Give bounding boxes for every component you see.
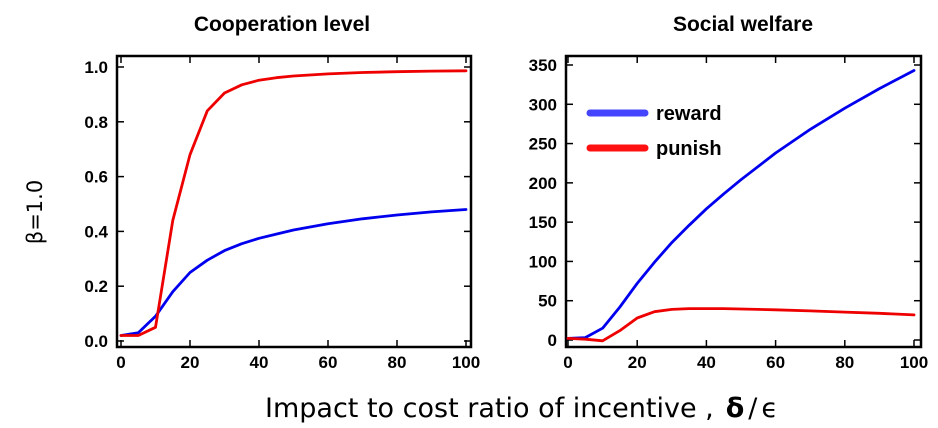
- legend-label-punish: punish: [656, 138, 722, 160]
- x-ticks: 0 20 40 60 80 100: [563, 56, 928, 372]
- x-tick-label: 0: [116, 353, 125, 372]
- plot-frame: [564, 54, 923, 349]
- chart-cooperation-level: Cooperation level 0 20 40 60 80 100 0.0 0.2 0.4…: [84, 13, 480, 372]
- x-tick-label: 40: [250, 353, 269, 372]
- y-tick-label: 0.4: [84, 222, 108, 241]
- y-ticks: 0 50 100 150 200 250 300 350: [529, 56, 921, 350]
- y-tick-label: 250: [529, 135, 557, 154]
- x-tick-label: 100: [900, 353, 928, 372]
- y-tick-label: 300: [529, 95, 557, 114]
- chart-title: Social welfare: [673, 13, 813, 36]
- x-tick-label: 20: [628, 353, 647, 372]
- legend-label-reward: reward: [656, 103, 722, 125]
- chart-title: Cooperation level: [194, 13, 370, 36]
- series-line-reward: [119, 208, 468, 337]
- x-tick-label: 60: [766, 353, 785, 372]
- y-tick-label: 150: [529, 213, 557, 232]
- x-axis-label-slash: /: [748, 393, 758, 424]
- chart-social-welfare: Social welfare 0 20 40 60 80 100 0 50 100 150 200…: [529, 13, 929, 372]
- x-axis-label-denominator: ϵ: [761, 393, 778, 424]
- x-axis-label: Impact to cost ratio of incentive , δ / …: [265, 393, 778, 424]
- y-tick-label: 0.6: [84, 168, 108, 187]
- x-axis-label-text: Impact to cost ratio of incentive ,: [265, 393, 714, 424]
- y-tick-label: 200: [529, 174, 557, 193]
- x-tick-label: 80: [835, 353, 854, 372]
- series-lines: [566, 69, 916, 343]
- row-label: β=1.0: [23, 180, 47, 244]
- legend: reward punish: [586, 103, 722, 160]
- x-tick-label: 40: [697, 353, 716, 372]
- y-tick-label: 50: [538, 292, 557, 311]
- y-tick-label: 0.0: [84, 332, 108, 351]
- series-line-punish: [119, 69, 468, 337]
- x-tick-label: 80: [388, 353, 407, 372]
- series-lines: [119, 69, 468, 337]
- x-tick-label: 20: [181, 353, 200, 372]
- x-ticks: 0 20 40 60 80 100: [116, 56, 480, 372]
- y-tick-label: 0: [548, 331, 557, 350]
- plot-frame: [115, 54, 473, 349]
- series-line-punish: [566, 307, 916, 343]
- y-tick-label: 1.0: [84, 58, 108, 77]
- y-tick-label: 0.2: [84, 277, 108, 296]
- x-tick-label: 100: [452, 353, 480, 372]
- y-ticks: 0.0 0.2 0.4 0.6 0.8 1.0: [84, 58, 471, 351]
- series-line-reward: [566, 69, 916, 340]
- y-tick-label: 350: [529, 56, 557, 75]
- x-axis-label-numerator: δ: [726, 393, 745, 424]
- y-tick-label: 100: [529, 252, 557, 271]
- x-tick-label: 0: [563, 353, 572, 372]
- x-tick-label: 60: [319, 353, 338, 372]
- y-tick-label: 0.8: [84, 113, 108, 132]
